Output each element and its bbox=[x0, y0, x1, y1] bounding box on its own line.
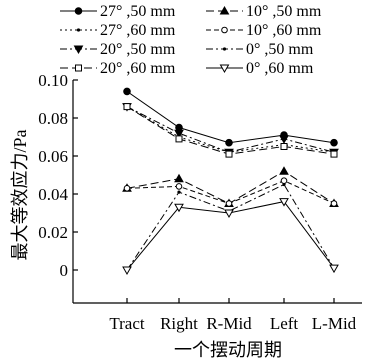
point-27-50-mm-l-mid bbox=[330, 138, 338, 147]
point-20-60-mm-r-mid bbox=[225, 150, 233, 158]
point-20-60-mm-tract bbox=[123, 103, 131, 111]
x-tick-label-tract: Tract bbox=[109, 314, 145, 333]
legend-marker-0-50-mm bbox=[222, 47, 227, 51]
x-ticks: Tract Right R-Mid Left L-Mid bbox=[109, 298, 357, 333]
y-tick-label: 0.02 bbox=[38, 223, 68, 242]
legend-marker-27-60-mm bbox=[76, 28, 81, 32]
point-20-60-mm-right bbox=[175, 135, 183, 143]
point-0-60-mm-left bbox=[279, 198, 289, 207]
point-0-60-mm-right bbox=[174, 203, 184, 213]
x-tick-label-r-mid: R-Mid bbox=[206, 314, 252, 333]
legend-marker-20-60-mm bbox=[75, 64, 82, 72]
point-10-60-mm-right bbox=[175, 183, 183, 190]
x-tick-label-right: Right bbox=[160, 314, 198, 333]
point-20-50-mm-right bbox=[174, 129, 184, 139]
y-axis-title: 最大等效应力/Pa bbox=[10, 129, 30, 260]
legend-label-0-60-mm: 0° ,60 mm bbox=[246, 60, 314, 77]
series-markers bbox=[122, 87, 339, 276]
point-10-60-mm-left bbox=[280, 177, 288, 184]
point-10-50-mm-right bbox=[174, 173, 184, 183]
x-tick-label-l-mid: L-Mid bbox=[312, 314, 357, 333]
legend-label-27-60-mm: 27° ,60 mm bbox=[100, 22, 176, 39]
point-20-60-mm-left bbox=[280, 143, 288, 150]
series-line-10-60-mm bbox=[126, 180, 335, 205]
point-0-60-mm-tract bbox=[122, 266, 132, 276]
point-0-50-mm-right bbox=[177, 190, 181, 194]
point-10-60-mm-tract bbox=[123, 185, 131, 192]
legend-label-10-60-mm: 10° ,60 mm bbox=[246, 22, 322, 39]
x-axis-title: 一个摆动周期 bbox=[174, 340, 282, 360]
point-20-50-mm-left bbox=[279, 135, 289, 144]
axes bbox=[72, 80, 362, 304]
y-tick-label: 0 bbox=[60, 261, 69, 280]
legend-marker-27-50-mm bbox=[74, 7, 83, 15]
series-line-20-60-mm bbox=[126, 106, 335, 155]
point-27-50-mm-tract bbox=[123, 87, 131, 96]
point-27-50-mm-r-mid bbox=[225, 138, 233, 147]
series-line-10-50-mm bbox=[126, 170, 335, 205]
legend-marker-0-60-mm bbox=[219, 64, 230, 74]
legend-label-10-50-mm: 10° ,50 mm bbox=[246, 3, 322, 20]
series-lines bbox=[126, 90, 335, 271]
legend-label-20-60-mm: 20° ,60 mm bbox=[100, 60, 176, 77]
y-ticks: 0 0.02 0.04 0.06 0.08 0.10 bbox=[38, 71, 78, 280]
y-tick-label: 0.04 bbox=[38, 185, 68, 204]
series-line-27-50-mm bbox=[126, 90, 335, 144]
point-10-60-mm-l-mid bbox=[330, 200, 338, 207]
point-0-60-mm-r-mid bbox=[224, 209, 234, 219]
y-tick-label: 0.10 bbox=[38, 71, 68, 90]
point-10-50-mm-left bbox=[279, 166, 289, 175]
point-0-60-mm-l-mid bbox=[329, 264, 339, 274]
legend-marker-10-60-mm bbox=[221, 26, 228, 34]
legend: 27° ,50 mm 10° ,50 mm 27° ,60 mm 10° ,60 mm… bbox=[60, 3, 322, 77]
x-tick-label-left: Left bbox=[270, 314, 299, 333]
legend-label-0-50-mm: 0° ,50 mm bbox=[246, 41, 314, 58]
legend-label-20-50-mm: 20° ,50 mm bbox=[100, 41, 176, 58]
series-line-0-50-mm bbox=[126, 183, 335, 271]
point-0-50-mm-left bbox=[282, 182, 286, 187]
legend-marker-10-50-mm bbox=[219, 5, 230, 15]
legend-label-27-50-mm: 27° ,50 mm bbox=[100, 3, 176, 20]
point-20-60-mm-l-mid bbox=[330, 150, 338, 158]
y-tick-label: 0.06 bbox=[38, 147, 68, 166]
y-tick-label: 0.08 bbox=[38, 109, 68, 128]
legend-marker-20-50-mm bbox=[73, 45, 84, 55]
series-line-27-60-mm bbox=[126, 106, 335, 153]
point-10-60-mm-r-mid bbox=[225, 200, 233, 207]
